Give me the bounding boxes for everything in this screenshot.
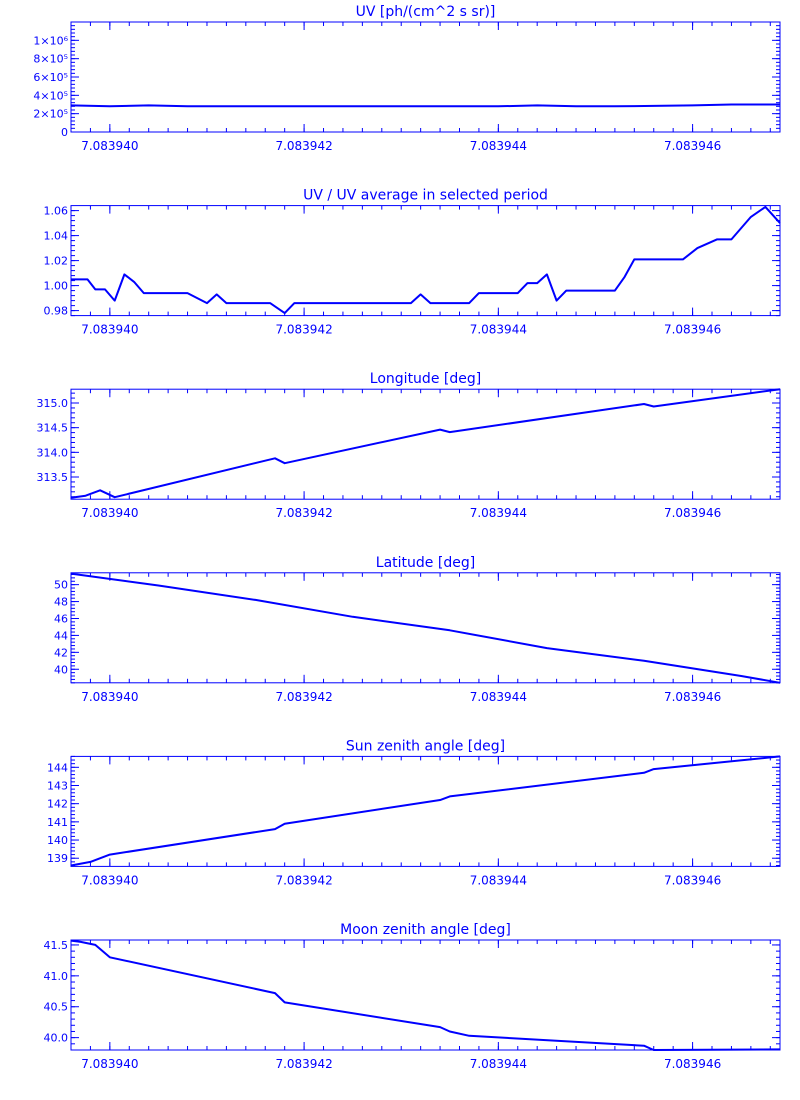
chart-panel: UV [ph/(cm^2 s sr)] 0 2×10⁵ 4×10⁵ 6×10⁵ 8×10⁵… bbox=[33, 4, 781, 153]
y-tick-label: 144 bbox=[47, 761, 68, 774]
y-tick-label: 0 bbox=[61, 126, 68, 139]
y-tick-label: 314.0 bbox=[37, 446, 69, 459]
y-tick-label: 48 bbox=[54, 596, 68, 609]
x-tick-label: 7.083940 bbox=[81, 690, 138, 704]
x-tick-label: 7.083944 bbox=[470, 690, 527, 704]
plot-frame bbox=[70, 939, 781, 1051]
chart-title: UV / UV average in selected period bbox=[303, 188, 548, 204]
y-tick-label: 142 bbox=[47, 798, 68, 811]
y-tick-label: 315.0 bbox=[37, 397, 69, 410]
y-tick-label: 1.00 bbox=[44, 280, 69, 293]
chart-panel: Moon zenith angle [deg] 40.0 40.5 41.0 41.5 7… bbox=[44, 922, 781, 1071]
series-line bbox=[71, 205, 781, 315]
chart-title: Longitude [deg] bbox=[370, 371, 481, 387]
y-tick-label: 4×10⁵ bbox=[33, 89, 68, 102]
y-tick-label: 41.5 bbox=[44, 939, 69, 952]
y-tick-label: 50 bbox=[54, 579, 68, 592]
y-tick-label: 141 bbox=[47, 816, 68, 829]
plot-frame bbox=[70, 388, 781, 500]
x-tick-label: 7.083946 bbox=[664, 690, 721, 704]
plot-frame bbox=[70, 21, 781, 133]
series-line bbox=[70, 755, 781, 867]
y-tick-label: 46 bbox=[54, 612, 68, 625]
y-tick-label: 1×10⁶ bbox=[33, 34, 68, 47]
x-tick-label: 7.083944 bbox=[470, 506, 527, 520]
chart-panel: Sun zenith angle [deg] 139 140 141 142 143 144… bbox=[47, 738, 781, 887]
x-tick-label: 7.083940 bbox=[81, 1057, 138, 1071]
x-tick-label: 7.083946 bbox=[664, 323, 721, 337]
y-tick-label: 1.02 bbox=[44, 255, 69, 268]
x-tick-label: 7.083940 bbox=[81, 873, 138, 887]
y-tick-label: 314.5 bbox=[37, 422, 69, 435]
x-tick-label: 7.083942 bbox=[275, 690, 332, 704]
x-tick-label: 7.083944 bbox=[470, 873, 527, 887]
x-tick-label: 7.083942 bbox=[275, 139, 332, 153]
chart-title: Latitude [deg] bbox=[376, 555, 475, 571]
y-tick-label: 2×10⁵ bbox=[33, 108, 68, 121]
chart-panel: Latitude [deg] 40 42 44 46 48 50 7.083940 7.0839… bbox=[54, 555, 781, 704]
x-tick-label: 7.083946 bbox=[664, 873, 721, 887]
x-tick-label: 7.083940 bbox=[81, 139, 138, 153]
plot-frame bbox=[70, 572, 781, 684]
chart-title: Sun zenith angle [deg] bbox=[346, 738, 505, 754]
x-tick-label: 7.083942 bbox=[275, 506, 332, 520]
y-tick-label: 40 bbox=[54, 663, 68, 676]
chart-title: Moon zenith angle [deg] bbox=[340, 922, 511, 938]
series-line bbox=[70, 103, 780, 108]
y-tick-label: 42 bbox=[54, 646, 68, 659]
y-tick-label: 143 bbox=[47, 779, 68, 792]
y-tick-label: 1.06 bbox=[44, 205, 69, 218]
x-tick-label: 7.083944 bbox=[470, 139, 527, 153]
y-tick-label: 41.0 bbox=[44, 970, 69, 983]
y-tick-label: 1.04 bbox=[44, 230, 69, 243]
y-tick-label: 313.5 bbox=[37, 471, 69, 484]
y-tick-label: 8×10⁵ bbox=[33, 53, 68, 66]
x-tick-label: 7.083946 bbox=[664, 506, 721, 520]
series-line bbox=[70, 388, 781, 499]
x-tick-label: 7.083946 bbox=[664, 139, 721, 153]
x-tick-label: 7.083942 bbox=[275, 1057, 332, 1071]
y-tick-label: 140 bbox=[47, 834, 68, 847]
x-tick-label: 7.083944 bbox=[470, 1057, 527, 1071]
x-tick-label: 7.083940 bbox=[81, 506, 138, 520]
y-tick-label: 6×10⁵ bbox=[33, 71, 68, 84]
x-tick-label: 7.083944 bbox=[470, 323, 527, 337]
chart-panel: UV / UV average in selected period 0.98 1.… bbox=[44, 188, 781, 337]
chart-title: UV [ph/(cm^2 s sr)] bbox=[356, 4, 496, 20]
y-tick-label: 139 bbox=[47, 852, 68, 865]
y-tick-label: 40.0 bbox=[44, 1032, 69, 1045]
x-tick-label: 7.083942 bbox=[275, 873, 332, 887]
x-tick-label: 7.083940 bbox=[81, 323, 138, 337]
y-tick-label: 40.5 bbox=[44, 1001, 69, 1014]
y-tick-label: 0.98 bbox=[44, 305, 69, 318]
y-tick-label: 44 bbox=[54, 629, 68, 642]
chart-panel: Longitude [deg] 313.5 314.0 314.5 315.0 7.083… bbox=[37, 371, 781, 520]
x-tick-label: 7.083946 bbox=[664, 1057, 721, 1071]
series-line bbox=[70, 572, 781, 684]
plot-frame bbox=[70, 755, 781, 867]
x-tick-label: 7.083942 bbox=[275, 323, 332, 337]
series-line bbox=[70, 939, 781, 1051]
